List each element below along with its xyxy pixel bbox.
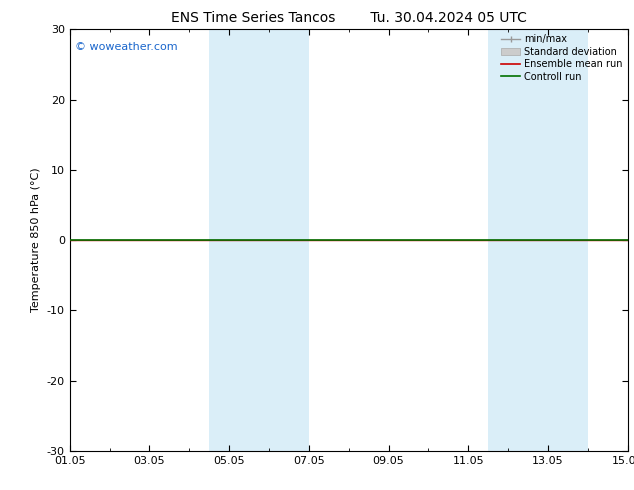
- Bar: [209, 29, 309, 451]
- Y-axis label: Temperature 850 hPa (°C): Temperature 850 hPa (°C): [31, 168, 41, 313]
- Text: © woweather.com: © woweather.com: [75, 42, 178, 52]
- Title: ENS Time Series Tancos        Tu. 30.04.2024 05 UTC: ENS Time Series Tancos Tu. 30.04.2024 05…: [171, 11, 527, 25]
- Legend: min/max, Standard deviation, Ensemble mean run, Controll run: min/max, Standard deviation, Ensemble me…: [498, 31, 626, 84]
- Bar: [488, 29, 588, 451]
